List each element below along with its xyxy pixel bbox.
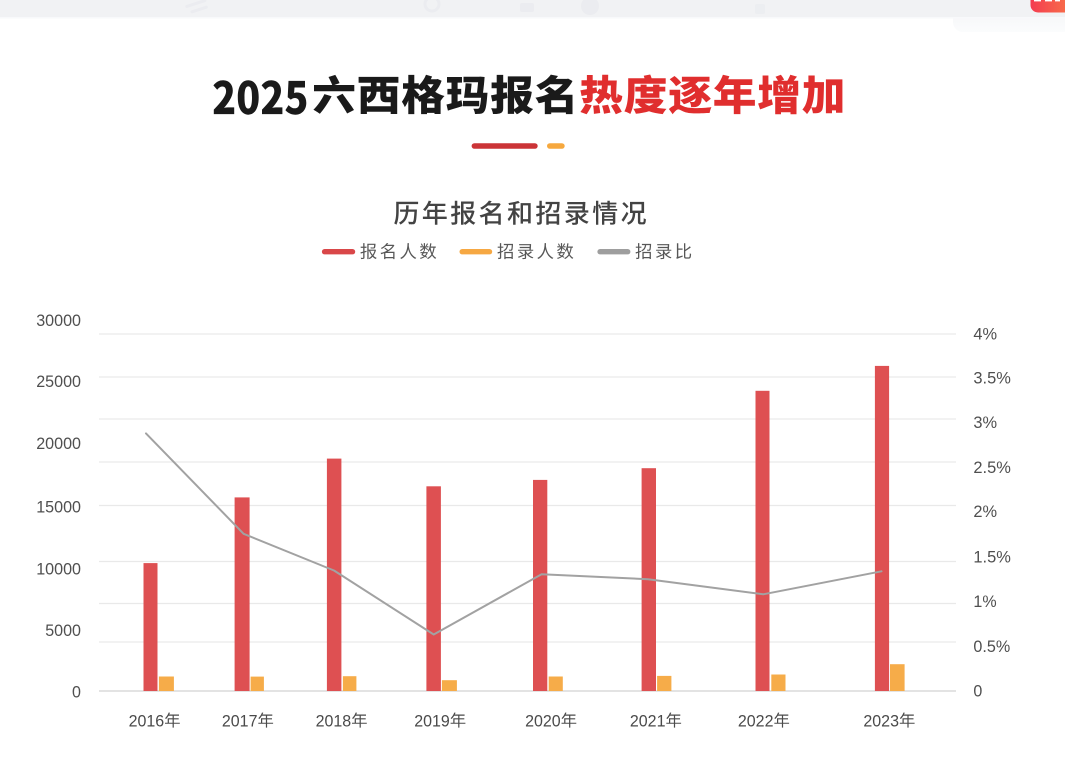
svg-text:0: 0 <box>72 682 81 701</box>
svg-text:2022: 2022 <box>738 711 774 730</box>
svg-text:2%: 2% <box>973 502 997 521</box>
svg-text:1.5%: 1.5% <box>973 547 1011 566</box>
svg-text:30000: 30000 <box>36 311 81 330</box>
svg-text:2.5%: 2.5% <box>973 458 1011 477</box>
svg-text:15000: 15000 <box>36 497 81 516</box>
svg-text:25000: 25000 <box>36 372 81 391</box>
svg-text:2020: 2020 <box>525 711 561 730</box>
svg-text:5000: 5000 <box>45 621 81 640</box>
svg-text:2018: 2018 <box>316 711 352 730</box>
svg-text:10000: 10000 <box>36 560 81 579</box>
svg-text:4%: 4% <box>973 324 997 343</box>
svg-text:2023: 2023 <box>863 711 899 730</box>
svg-text:3%: 3% <box>973 413 997 432</box>
svg-text:3.5%: 3.5% <box>973 369 1011 388</box>
svg-text:20000: 20000 <box>36 434 81 453</box>
svg-text:2021: 2021 <box>630 711 666 730</box>
svg-text:2016: 2016 <box>129 711 165 730</box>
svg-text:2019: 2019 <box>414 711 450 730</box>
svg-text:0.5%: 0.5% <box>973 637 1010 656</box>
svg-text:0: 0 <box>973 682 982 701</box>
svg-text:2017: 2017 <box>222 711 258 730</box>
svg-text:1%: 1% <box>973 592 996 611</box>
